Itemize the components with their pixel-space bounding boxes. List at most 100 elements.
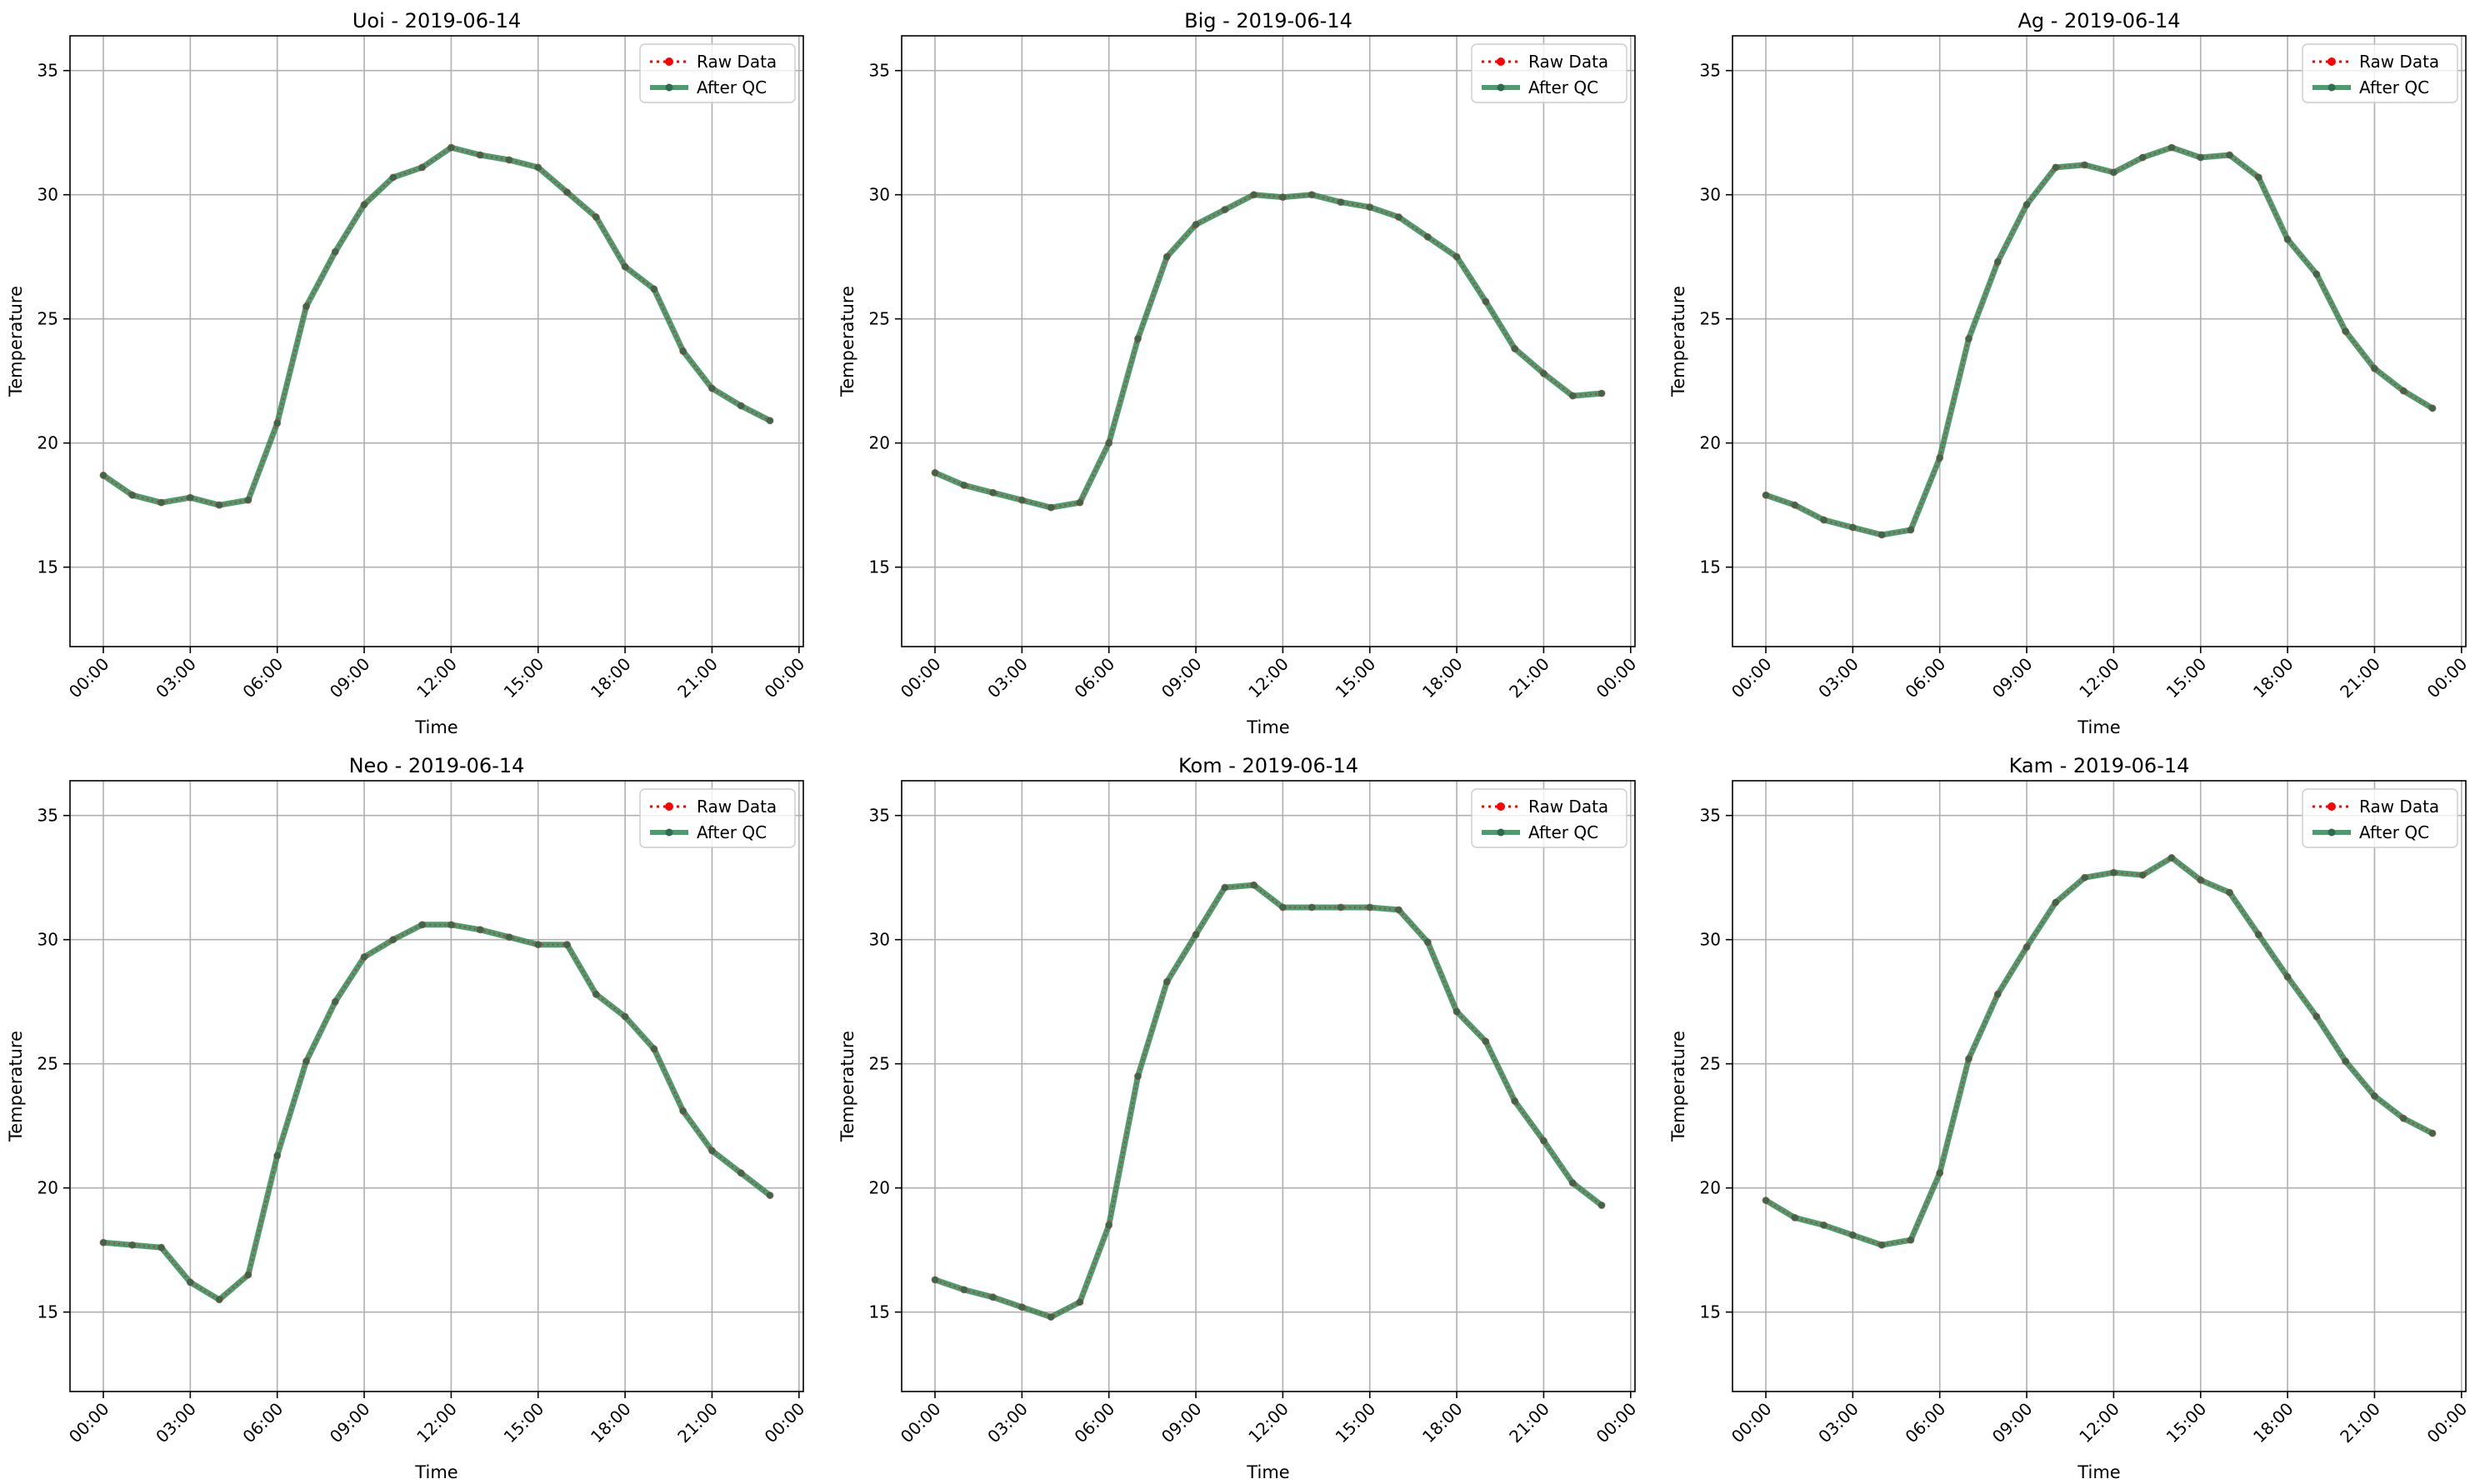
legend-label-after-qc: After QC xyxy=(697,77,767,97)
legend-label-raw-data: Raw Data xyxy=(697,797,777,817)
after-qc-point xyxy=(128,1242,136,1249)
chart-title: Neo - 2019-06-14 xyxy=(349,754,525,777)
after-qc-point xyxy=(2110,168,2118,176)
after-qc-point xyxy=(2342,327,2349,335)
x-tick-label: 09:00 xyxy=(1988,1399,2037,1447)
x-axis-label: Time xyxy=(414,1462,458,1482)
chart-title: Kam - 2019-06-14 xyxy=(2009,754,2190,777)
axes-frame xyxy=(1732,35,2467,647)
after-qc-point xyxy=(1482,1037,1489,1045)
after-qc-point xyxy=(1221,206,1228,213)
y-axis-label: Temperature xyxy=(838,286,858,397)
after-qc-point xyxy=(244,1271,252,1278)
x-tick-label: 09:00 xyxy=(1158,654,1206,702)
legend-marker-raw-data xyxy=(2328,57,2336,66)
x-axis-label: Time xyxy=(1246,1462,1289,1482)
after-qc-point xyxy=(1791,502,1798,509)
y-tick-label: 25 xyxy=(1700,1054,1721,1074)
after-qc-point xyxy=(1878,1242,1886,1249)
after-qc-point xyxy=(1048,1313,1055,1321)
after-qc-point xyxy=(2168,144,2175,152)
y-tick-label: 25 xyxy=(869,1054,890,1074)
after-qc-point xyxy=(2052,163,2059,171)
after-qc-point xyxy=(1366,903,1373,911)
after-qc-point xyxy=(2371,365,2378,372)
after-qc-point xyxy=(389,173,397,181)
x-tick-label: 00:00 xyxy=(1728,1399,1776,1447)
x-tick-label: 18:00 xyxy=(1418,654,1467,702)
x-tick-label: 09:00 xyxy=(326,1399,374,1447)
x-tick-label: 00:00 xyxy=(897,1399,945,1447)
legend-label-raw-data: Raw Data xyxy=(2359,52,2439,72)
x-tick-label: 21:00 xyxy=(1505,1399,1553,1447)
after-qc-point xyxy=(100,472,107,479)
after-qc-point xyxy=(2312,1013,2320,1021)
x-tick-label: 00:00 xyxy=(761,1399,809,1447)
after-qc-point xyxy=(2255,173,2262,181)
legend-marker-after-qc xyxy=(2328,83,2336,92)
after-qc-point xyxy=(2342,1057,2349,1065)
after-qc-point xyxy=(1791,1214,1798,1222)
after-qc-point xyxy=(1569,392,1577,400)
after-qc-point xyxy=(650,1045,658,1052)
legend-label-raw-data: Raw Data xyxy=(1528,52,1608,72)
after-qc-point xyxy=(1192,221,1200,228)
after-qc-point xyxy=(1849,1232,1857,1239)
legend: Raw Data After QC xyxy=(1471,43,1628,103)
x-tick-label: 18:00 xyxy=(1418,1399,1467,1447)
after-qc-point xyxy=(563,941,571,948)
after-qc-point xyxy=(1907,526,1914,533)
axes-frame xyxy=(901,35,1636,647)
after-qc-point xyxy=(1424,938,1432,946)
x-tick-label: 06:00 xyxy=(1902,1399,1950,1447)
after-qc-point xyxy=(418,921,426,928)
after-qc-point xyxy=(1820,517,1828,524)
legend: Raw Data After QC xyxy=(2302,788,2458,848)
x-tick-label: 18:00 xyxy=(587,1399,635,1447)
after-qc-point xyxy=(1820,1222,1828,1229)
after-qc-point xyxy=(1994,258,2002,266)
axes-frame xyxy=(901,780,1636,1392)
after-qc-point xyxy=(1453,253,1461,261)
x-tick-label: 15:00 xyxy=(1332,1399,1380,1447)
after-qc-point xyxy=(2110,869,2118,877)
y-tick-label: 35 xyxy=(1700,61,1721,81)
chart-panel-2: 15 20 25 30 35 00:00 03:00 06:00 09:00 12:00 15:00… xyxy=(1668,9,2471,737)
x-tick-label: 09:00 xyxy=(1158,1399,1206,1447)
after-qc-point xyxy=(1337,903,1344,911)
after-qc-point xyxy=(1105,1222,1112,1229)
after-qc-point xyxy=(158,499,165,507)
after-qc-point xyxy=(361,953,368,961)
y-axis-label: Temperature xyxy=(6,286,26,397)
after-qc-point xyxy=(1018,1303,1026,1311)
after-qc-point xyxy=(1569,1179,1577,1187)
after-qc-point xyxy=(650,285,658,292)
series-line-raw-data xyxy=(934,883,1602,1318)
legend-label-raw-data: Raw Data xyxy=(2359,797,2439,817)
y-tick-label: 30 xyxy=(38,930,58,950)
after-qc-point xyxy=(477,152,484,159)
x-tick-label: 12:00 xyxy=(412,654,461,702)
y-tick-label: 20 xyxy=(38,1178,58,1198)
x-tick-label: 00:00 xyxy=(897,654,945,702)
after-qc-point xyxy=(1134,1072,1142,1080)
after-qc-point xyxy=(1849,523,1857,531)
after-qc-point xyxy=(505,933,512,941)
after-qc-point xyxy=(2052,899,2059,907)
series-line-after-qc xyxy=(1762,144,2436,538)
after-qc-point xyxy=(1221,884,1228,892)
y-tick-label: 20 xyxy=(38,433,58,453)
x-tick-label: 21:00 xyxy=(1505,654,1553,702)
after-qc-point xyxy=(2168,854,2175,862)
legend-marker-after-qc xyxy=(1497,828,1505,837)
after-qc-point xyxy=(448,921,455,928)
after-qc-point xyxy=(989,489,997,497)
x-tick-label: 00:00 xyxy=(2423,654,2472,702)
after-qc-point xyxy=(2312,271,2320,278)
chart-panel-0: 15 20 25 30 35 00:00 03:00 06:00 09:00 12:00 15:00… xyxy=(6,9,808,737)
after-qc-point xyxy=(505,156,512,163)
after-qc-point xyxy=(1308,903,1316,911)
chart-title: Big - 2019-06-14 xyxy=(1184,9,1352,32)
after-qc-point xyxy=(2139,154,2147,162)
